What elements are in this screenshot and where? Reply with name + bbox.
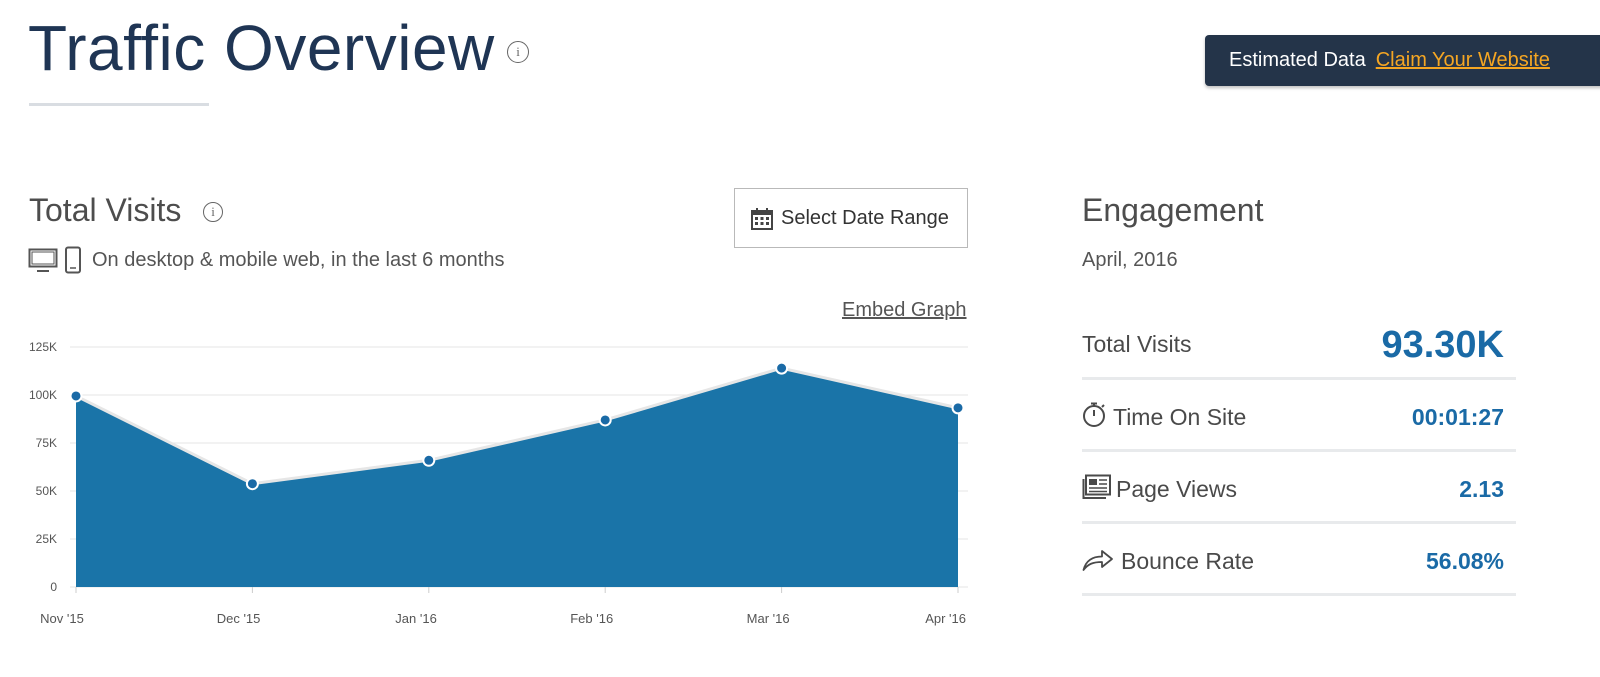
data-point (245, 477, 259, 491)
stopwatch-icon (1083, 402, 1105, 427)
x-tick-label: Jan '16 (395, 611, 437, 626)
pages-icon (1082, 474, 1111, 499)
engagement-value: 00:01:27 (1411, 404, 1504, 430)
engagement-label: Bounce Rate (1121, 548, 1254, 574)
embed-graph-link[interactable]: Embed Graph (842, 299, 967, 321)
visits-line (75, 366, 959, 486)
engagement-row-time-on-site: Time On Site 00:01:27 (1082, 380, 1516, 452)
data-point (69, 389, 83, 403)
y-tick-label: 100K (29, 388, 57, 402)
x-tick-label: Dec '15 (217, 611, 261, 626)
engagement-value: 2.13 (1459, 476, 1504, 502)
info-icon[interactable]: i (507, 41, 529, 63)
engagement-label: Page Views (1116, 476, 1238, 502)
engagement-label: Time On Site (1113, 404, 1247, 430)
estimated-data-banner: Estimated Data Claim Your Website (1205, 35, 1600, 86)
x-tick-label: Feb '16 (570, 611, 613, 626)
data-point (422, 453, 436, 467)
y-tick-label: 0 (50, 580, 57, 594)
x-tick-label: Nov '15 (40, 611, 84, 626)
y-tick-label: 75K (36, 436, 57, 450)
y-tick-label: 25K (36, 532, 57, 546)
visits-area (76, 368, 958, 587)
y-tick-label: 125K (29, 340, 57, 354)
mobile-icon (65, 246, 81, 274)
total-visits-title: Total Visits (29, 192, 182, 228)
page-title: Traffic Overview (28, 12, 495, 84)
info-icon[interactable]: i (203, 202, 223, 222)
engagement-row-bounce-rate: Bounce Rate 56.08% (1082, 524, 1516, 596)
calendar-icon (751, 208, 773, 230)
engagement-row-page-views: Page Views 2.13 (1082, 452, 1516, 524)
x-tick-label: Apr '16 (925, 611, 966, 626)
bounce-arrow-icon (1082, 550, 1113, 571)
engagement-label: Total Visits (1082, 331, 1192, 357)
engagement-period: April, 2016 (1082, 249, 1178, 271)
select-date-range-button[interactable]: Select Date Range (734, 188, 968, 248)
total-visits-chart: 0 25K 50K 75K 100K 125K Nov '15 Dec '15 Jan '16 F… (29, 340, 968, 626)
data-point (598, 413, 612, 427)
date-range-label: Select Date Range (781, 207, 949, 229)
data-point (775, 361, 789, 375)
banner-text: Estimated Data (1229, 49, 1366, 71)
y-tick-label: 50K (36, 484, 57, 498)
data-point (951, 401, 965, 415)
engagement-value: 56.08% (1425, 548, 1504, 574)
desktop-icon (28, 248, 58, 272)
engagement-value: 93.30K (1381, 324, 1504, 366)
title-underline (29, 103, 209, 106)
x-tick-label: Mar '16 (747, 611, 790, 626)
engagement-row-total-visits: Total Visits 93.30K (1082, 310, 1516, 380)
claim-website-link[interactable]: Claim Your Website (1375, 49, 1550, 71)
engagement-title: Engagement (1082, 192, 1264, 228)
visits-subtitle: On desktop & mobile web, in the last 6 m… (92, 249, 505, 271)
